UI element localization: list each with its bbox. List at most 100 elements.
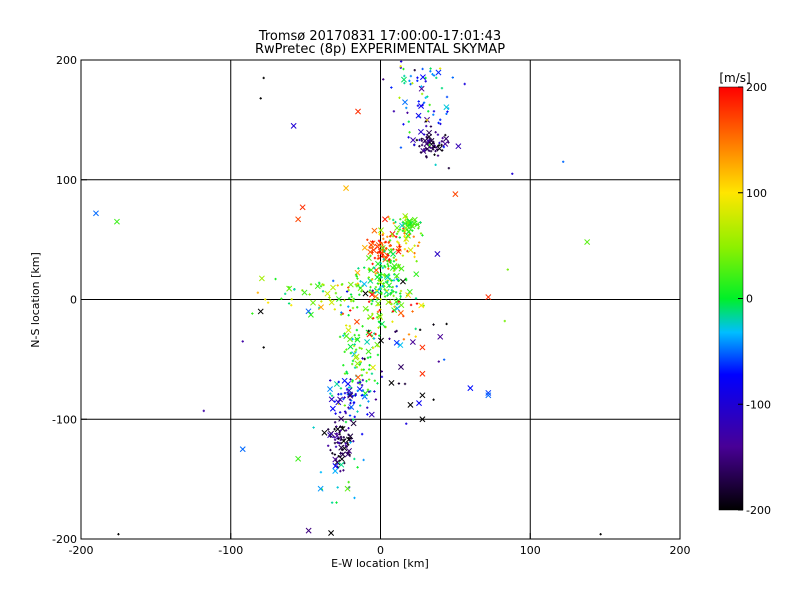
data-point (443, 104, 450, 111)
data-point (367, 300, 371, 303)
data-point (373, 256, 377, 260)
data-point (405, 224, 412, 231)
data-point (332, 279, 335, 283)
data-point (378, 276, 382, 280)
data-point (511, 172, 514, 175)
data-point (346, 443, 350, 446)
data-point (444, 133, 447, 137)
data-point (409, 303, 413, 307)
data-point (326, 444, 330, 447)
data-point (405, 106, 408, 110)
data-point (266, 301, 270, 304)
data-point (411, 229, 414, 232)
data-point (392, 279, 396, 282)
data-point (413, 271, 420, 278)
data-point (342, 397, 345, 401)
data-point (348, 404, 355, 410)
data-point (370, 291, 373, 294)
data-point (389, 248, 393, 251)
data-point (442, 140, 449, 147)
data-point (333, 453, 337, 456)
data-point (391, 307, 398, 314)
data-point (393, 267, 397, 270)
data-point (374, 332, 377, 336)
data-point (417, 241, 421, 244)
data-point (383, 325, 387, 329)
data-point (439, 122, 442, 126)
data-point (393, 339, 400, 346)
data-point (388, 337, 391, 340)
colorbar-tick-label: -100 (746, 398, 771, 411)
data-point (369, 291, 375, 298)
data-point (377, 314, 384, 320)
data-point (379, 285, 382, 289)
data-point (434, 251, 441, 257)
data-point (379, 298, 382, 301)
data-point (386, 262, 389, 266)
data-point (407, 136, 410, 139)
data-point (357, 267, 360, 270)
data-point (378, 227, 384, 234)
data-point (404, 242, 408, 245)
data-point (327, 386, 333, 393)
data-point (348, 414, 352, 417)
data-point (355, 365, 359, 369)
data-point (355, 374, 361, 381)
data-point (410, 218, 414, 221)
data-point (343, 391, 347, 395)
data-point (369, 355, 372, 359)
data-point (93, 210, 99, 217)
data-point (338, 335, 342, 339)
data-point (365, 379, 368, 383)
data-point (333, 421, 337, 424)
data-point (381, 243, 384, 247)
data-point (355, 275, 358, 278)
data-point (290, 297, 293, 301)
data-point (349, 293, 353, 296)
data-point (419, 221, 422, 224)
data-point (381, 253, 385, 256)
data-point (342, 469, 345, 472)
data-point (415, 260, 418, 263)
data-point (376, 310, 380, 314)
data-point (384, 256, 387, 259)
data-point (334, 459, 341, 466)
data-point (347, 437, 350, 440)
data-point (378, 337, 384, 344)
data-point (408, 223, 412, 226)
data-point (360, 383, 364, 387)
data-point (378, 309, 381, 312)
data-point (353, 496, 356, 500)
data-point (360, 394, 364, 397)
data-point (339, 313, 343, 316)
data-point (339, 451, 346, 458)
data-point (402, 99, 408, 106)
data-point (239, 446, 246, 453)
data-point (380, 264, 383, 268)
data-point (445, 322, 448, 326)
data-point (427, 149, 431, 152)
data-point (295, 216, 302, 223)
y-tick-label: 100 (56, 174, 77, 187)
data-point (392, 256, 396, 259)
data-point (360, 374, 364, 377)
data-point (398, 364, 404, 370)
data-point (395, 303, 399, 306)
data-point (397, 310, 404, 316)
data-point (307, 311, 314, 318)
data-point (399, 218, 402, 221)
data-point (367, 400, 370, 403)
data-point (389, 259, 392, 263)
data-point (363, 394, 366, 398)
data-point (419, 232, 423, 235)
data-point (412, 235, 415, 238)
data-point (398, 245, 401, 248)
data-point (403, 236, 410, 242)
data-point (396, 230, 400, 233)
data-point (360, 368, 363, 371)
data-point (400, 278, 406, 285)
data-point (397, 263, 400, 267)
data-point (408, 233, 411, 236)
data-point (365, 255, 372, 262)
data-point (337, 454, 340, 458)
